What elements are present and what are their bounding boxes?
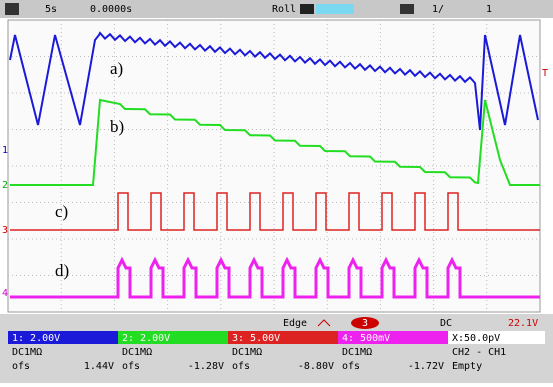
channel-coupling: DC1MΩ <box>122 347 152 358</box>
acq-count: 1/ <box>432 4 444 15</box>
delay: 0.0000s <box>90 4 132 15</box>
oscilloscope-screen: 5s 0.0000s Roll 1/ 1 a) b) c) d) 1 2 3 4… <box>0 0 553 383</box>
channel-coupling: DC1MΩ <box>232 347 262 358</box>
channel-marker: 4 <box>2 288 8 299</box>
acq-total: 1 <box>486 4 492 15</box>
math-scale: X:50.0pV <box>452 333 500 344</box>
offset-value: 1.44V <box>84 361 114 372</box>
channel-coupling: DC1MΩ <box>342 347 372 358</box>
offset-value: -1.28V <box>188 361 224 372</box>
acq-icon <box>400 4 414 14</box>
offset-label: ofs <box>12 361 30 372</box>
offset-value: -1.72V <box>408 361 444 372</box>
channel-marker: 1 <box>2 145 8 156</box>
trigger-level: 22.1V <box>508 318 538 329</box>
trace-label: a) <box>110 59 123 78</box>
offset-label: ofs <box>342 361 360 372</box>
channel-scale: 4: 500mV <box>342 333 390 344</box>
trace-label: d) <box>55 261 69 280</box>
offset-value: -8.80V <box>298 361 334 372</box>
trigger-source: 3 <box>362 318 368 329</box>
mode-icon <box>300 4 314 14</box>
run-icon <box>5 3 19 15</box>
trigger-coupling: DC <box>440 318 452 329</box>
channel-scale: 3: 5.00V <box>232 333 280 344</box>
trigger-marker: T <box>542 68 548 79</box>
offset-label: ofs <box>232 361 250 372</box>
mode-status <box>316 4 354 14</box>
trace-label: b) <box>110 117 124 136</box>
offset-label: ofs <box>122 361 140 372</box>
channel-coupling: DC1MΩ <box>12 347 42 358</box>
channel-scale: 1: 2.00V <box>12 333 60 344</box>
trace-label: c) <box>55 202 68 221</box>
channel-scale: 2: 2.00V <box>122 333 170 344</box>
math-expr: CH2 - CH1 <box>452 347 506 358</box>
trigger-type: Edge <box>283 318 307 329</box>
timebase: 5s <box>45 4 57 15</box>
math-state: Empty <box>452 361 482 372</box>
channel-marker: 3 <box>2 225 8 236</box>
mode: Roll <box>272 4 296 15</box>
channel-marker: 2 <box>2 180 8 191</box>
